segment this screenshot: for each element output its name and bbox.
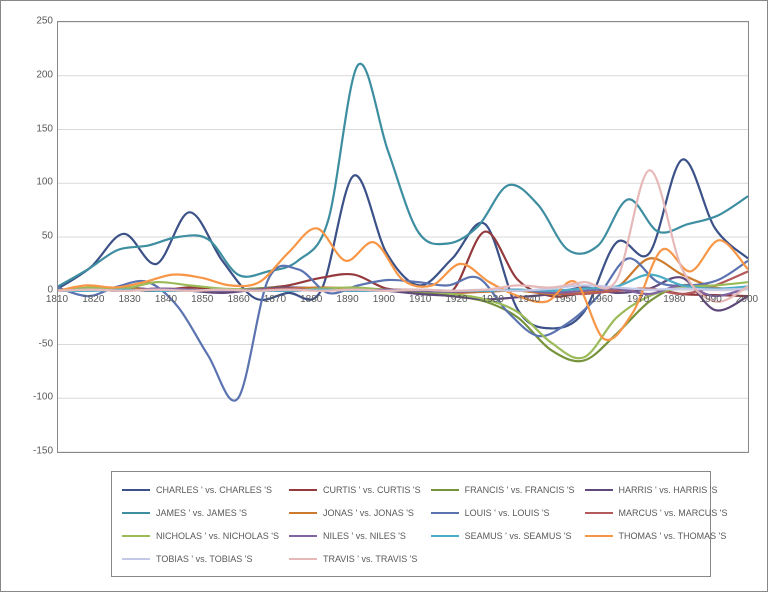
x-tick-label: 1960: [591, 294, 613, 305]
legend-label: NILES ' vs. NILES 'S: [323, 531, 406, 541]
legend-swatch: [431, 535, 459, 537]
legend-swatch: [122, 489, 150, 491]
x-tick-label: 1980: [663, 294, 685, 305]
legend-item-thomas: THOMAS ' vs. THOMAS 'S: [585, 526, 728, 545]
y-tick-label: 250: [36, 16, 53, 27]
x-tick-label: 1830: [119, 294, 141, 305]
legend-item-harris: HARRIS ' vs. HARRIS 'S: [585, 480, 728, 499]
legend-swatch: [585, 512, 613, 514]
legend-label: FRANCIS ' vs. FRANCIS 'S: [465, 485, 575, 495]
x-tick-label: 1970: [627, 294, 649, 305]
legend-swatch: [289, 558, 317, 560]
legend-item-francis: FRANCIS ' vs. FRANCIS 'S: [431, 480, 575, 499]
chart-frame: CHARLES ' vs. CHARLES 'S CURTIS ' vs. CUR…: [0, 0, 768, 592]
legend-label: JONAS ' vs. JONAS 'S: [323, 508, 414, 518]
legend-label: THOMAS ' vs. THOMAS 'S: [619, 531, 727, 541]
x-tick-label: 1840: [155, 294, 177, 305]
y-tick-label: -100: [33, 392, 53, 403]
y-tick-label: -150: [33, 446, 53, 457]
legend-item-jonas: JONAS ' vs. JONAS 'S: [289, 503, 421, 522]
legend-label: JAMES ' vs. JAMES 'S: [156, 508, 247, 518]
y-tick-label: 150: [36, 123, 53, 134]
legend-item-seamus: SEAMUS ' vs. SEAMUS 'S: [431, 526, 575, 545]
x-tick-label: 1890: [336, 294, 358, 305]
x-tick-label: 1880: [300, 294, 322, 305]
legend-swatch: [585, 489, 613, 491]
y-tick-label: 50: [42, 231, 53, 242]
legend-item-james: JAMES ' vs. JAMES 'S: [122, 503, 279, 522]
legend-swatch: [289, 489, 317, 491]
legend-item-travis: TRAVIS ' vs. TRAVIS 'S: [289, 549, 421, 568]
legend-label: TRAVIS ' vs. TRAVIS 'S: [323, 554, 417, 564]
series-thomas: [58, 228, 748, 340]
y-tick-label: 200: [36, 69, 53, 80]
x-tick-label: 1810: [46, 294, 68, 305]
x-tick-label: 1850: [191, 294, 213, 305]
legend-label: CHARLES ' vs. CHARLES 'S: [156, 485, 272, 495]
legend-swatch: [431, 512, 459, 514]
x-tick-label: 1870: [264, 294, 286, 305]
x-tick-label: 1820: [82, 294, 104, 305]
x-tick-label: 1940: [518, 294, 540, 305]
x-tick-label: 1950: [554, 294, 576, 305]
legend: CHARLES ' vs. CHARLES 'S CURTIS ' vs. CUR…: [111, 471, 711, 577]
legend-item-niles: NILES ' vs. NILES 'S: [289, 526, 421, 545]
plot-area: [57, 21, 749, 453]
legend-label: MARCUS ' vs. MARCUS 'S: [619, 508, 728, 518]
legend-label: CURTIS ' vs. CURTIS 'S: [323, 485, 421, 495]
legend-label: TOBIAS ' vs. TOBIAS 'S: [156, 554, 252, 564]
x-tick-label: 1930: [482, 294, 504, 305]
legend-swatch: [122, 512, 150, 514]
legend-item-marcus: MARCUS ' vs. MARCUS 'S: [585, 503, 728, 522]
legend-swatch: [585, 535, 613, 537]
legend-item-louis: LOUIS ' vs. LOUIS 'S: [431, 503, 575, 522]
y-tick-label: 100: [36, 177, 53, 188]
legend-label: LOUIS ' vs. LOUIS 'S: [465, 508, 550, 518]
x-tick-label: 1900: [373, 294, 395, 305]
legend-swatch: [289, 535, 317, 537]
legend-item-nicholas: NICHOLAS ' vs. NICHOLAS 'S: [122, 526, 279, 545]
legend-swatch: [122, 558, 150, 560]
legend-item-charles: CHARLES ' vs. CHARLES 'S: [122, 480, 279, 499]
x-tick-label: 1910: [409, 294, 431, 305]
legend-item-curtis: CURTIS ' vs. CURTIS 'S: [289, 480, 421, 499]
legend-swatch: [122, 535, 150, 537]
y-tick-label: -50: [39, 338, 53, 349]
x-tick-label: 1990: [700, 294, 722, 305]
legend-label: SEAMUS ' vs. SEAMUS 'S: [465, 531, 572, 541]
legend-item-tobias: TOBIAS ' vs. TOBIAS 'S: [122, 549, 279, 568]
legend-label: NICHOLAS ' vs. NICHOLAS 'S: [156, 531, 279, 541]
x-tick-label: 1860: [227, 294, 249, 305]
x-tick-label: 2000: [736, 294, 758, 305]
x-tick-label: 1920: [445, 294, 467, 305]
legend-swatch: [289, 512, 317, 514]
legend-label: HARRIS ' vs. HARRIS 'S: [619, 485, 718, 495]
legend-swatch: [431, 489, 459, 491]
